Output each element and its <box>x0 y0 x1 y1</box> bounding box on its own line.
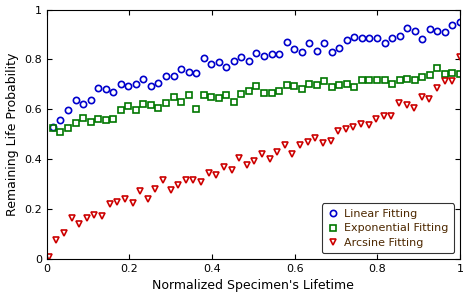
X-axis label: Normalized Specimen's Lifetime: Normalized Specimen's Lifetime <box>152 280 354 292</box>
Exponential Fitting <box>419 75 425 79</box>
Linear Fitting <box>201 57 206 60</box>
Y-axis label: Remaining Life Probability: Remaining Life Probability <box>6 53 19 216</box>
Arcsine Fitting <box>122 198 128 201</box>
Exponential Fitting <box>50 127 56 130</box>
Arcsine Fitting <box>449 79 455 83</box>
Line: Exponential Fitting: Exponential Fitting <box>50 65 463 135</box>
Linear Fitting <box>457 21 463 24</box>
Linear Fitting <box>50 125 56 128</box>
Line: Linear Fitting: Linear Fitting <box>50 19 463 130</box>
Exponential Fitting <box>103 119 108 122</box>
Arcsine Fitting <box>198 180 204 184</box>
Linear Fitting <box>95 87 101 90</box>
Arcsine Fitting <box>411 106 417 110</box>
Exponential Fitting <box>208 95 214 99</box>
Linear Fitting <box>148 84 154 88</box>
Arcsine Fitting <box>91 214 97 217</box>
Linear Fitting <box>412 29 417 32</box>
Arcsine Fitting <box>145 197 151 201</box>
Exponential Fitting <box>457 72 463 76</box>
Exponential Fitting <box>133 108 139 112</box>
Exponential Fitting <box>450 72 455 75</box>
Line: Arcsine Fitting: Arcsine Fitting <box>45 54 463 260</box>
Linear Fitting <box>450 23 455 27</box>
Exponential Fitting <box>156 106 161 110</box>
Linear Fitting <box>126 85 131 88</box>
Arcsine Fitting <box>457 55 463 59</box>
Arcsine Fitting <box>46 255 52 259</box>
Legend: Linear Fitting, Exponential Fitting, Arcsine Fitting: Linear Fitting, Exponential Fitting, Arc… <box>322 204 454 254</box>
Exponential Fitting <box>434 67 440 70</box>
Exponential Fitting <box>58 131 63 134</box>
